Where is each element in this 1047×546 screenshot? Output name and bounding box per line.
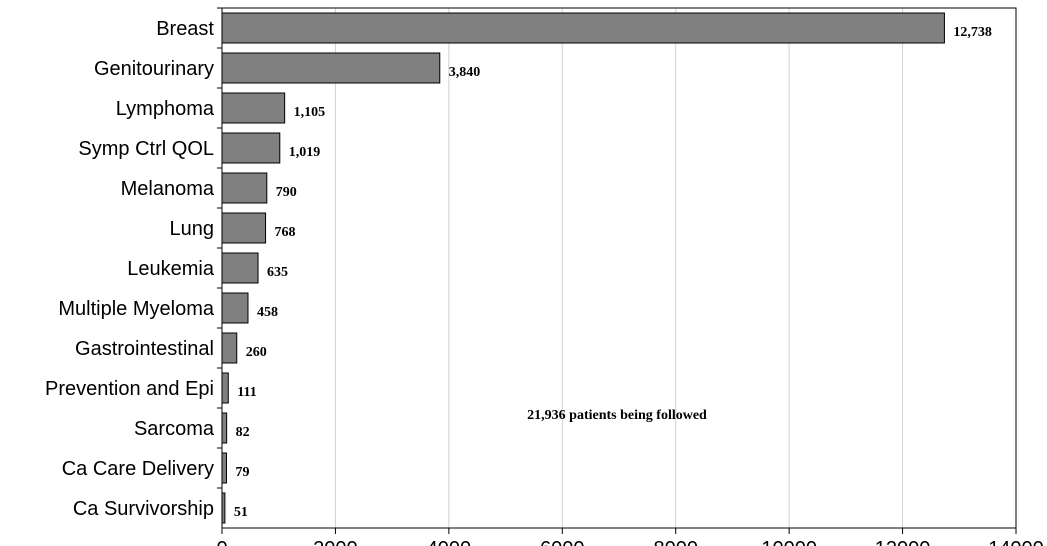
x-tick-label: 8000 bbox=[653, 538, 698, 546]
data-label: 79 bbox=[235, 465, 249, 480]
category-label: Sarcoma bbox=[134, 418, 215, 440]
x-tick-label: 10000 bbox=[761, 538, 817, 546]
data-label: 635 bbox=[267, 265, 288, 280]
bar bbox=[221, 252, 259, 284]
x-tick-labels: 0 2000 4000 6000 8000 10000 12000 14000 bbox=[216, 538, 1043, 546]
chart-annotation: 21,936 patients being followed bbox=[527, 408, 707, 423]
bar bbox=[221, 172, 268, 204]
category-label: Lymphoma bbox=[116, 98, 215, 120]
bar bbox=[221, 12, 945, 44]
plot-frame bbox=[221, 7, 1017, 529]
category-labels: Breast Genitourinary Lymphoma Symp Ctrl QOL… bbox=[45, 18, 215, 520]
bar bbox=[221, 292, 249, 324]
bar bbox=[221, 92, 286, 124]
x-tick-label: 0 bbox=[216, 538, 227, 546]
category-label: Ca Survivorship bbox=[73, 498, 214, 520]
x-tick-label: 12000 bbox=[875, 538, 931, 546]
bars bbox=[221, 12, 945, 524]
bar bbox=[221, 132, 281, 164]
bar bbox=[221, 332, 238, 364]
data-label: 790 bbox=[276, 185, 297, 200]
data-label: 1,105 bbox=[294, 105, 326, 120]
x-tick-label: 2000 bbox=[313, 538, 358, 546]
data-label: 51 bbox=[234, 505, 248, 520]
bar bbox=[221, 212, 267, 244]
data-label: 3,840 bbox=[449, 65, 481, 80]
category-label: Multiple Myeloma bbox=[58, 298, 214, 320]
bar bbox=[221, 52, 441, 84]
x-tick-label: 6000 bbox=[540, 538, 585, 546]
grid-lines bbox=[334, 8, 1017, 528]
category-label: Ca Care Delivery bbox=[62, 458, 214, 480]
bar bbox=[221, 452, 227, 484]
data-label: 260 bbox=[246, 345, 267, 360]
x-tick-label: 4000 bbox=[427, 538, 472, 546]
axes bbox=[217, 7, 1017, 534]
category-label: Gastrointestinal bbox=[75, 338, 214, 360]
data-label: 82 bbox=[236, 425, 250, 440]
bar bbox=[221, 372, 229, 404]
data-labels: 12,738 3,840 1,105 1,019 790 768 635 458 260 111 8… bbox=[234, 25, 992, 520]
category-label: Prevention and Epi bbox=[45, 378, 214, 400]
category-label: Symp Ctrl QOL bbox=[78, 138, 214, 160]
data-label: 1,019 bbox=[289, 145, 321, 160]
category-label: Leukemia bbox=[127, 258, 215, 280]
category-label: Lung bbox=[170, 218, 215, 240]
data-label: 458 bbox=[257, 305, 278, 320]
bar bbox=[221, 412, 228, 444]
category-label: Breast bbox=[156, 18, 214, 40]
data-label: 768 bbox=[275, 225, 296, 240]
x-tick-label: 14000 bbox=[988, 538, 1044, 546]
data-label: 12,738 bbox=[953, 25, 992, 40]
category-label: Genitourinary bbox=[94, 58, 214, 80]
data-label: 111 bbox=[237, 385, 256, 400]
category-label: Melanoma bbox=[121, 178, 215, 200]
